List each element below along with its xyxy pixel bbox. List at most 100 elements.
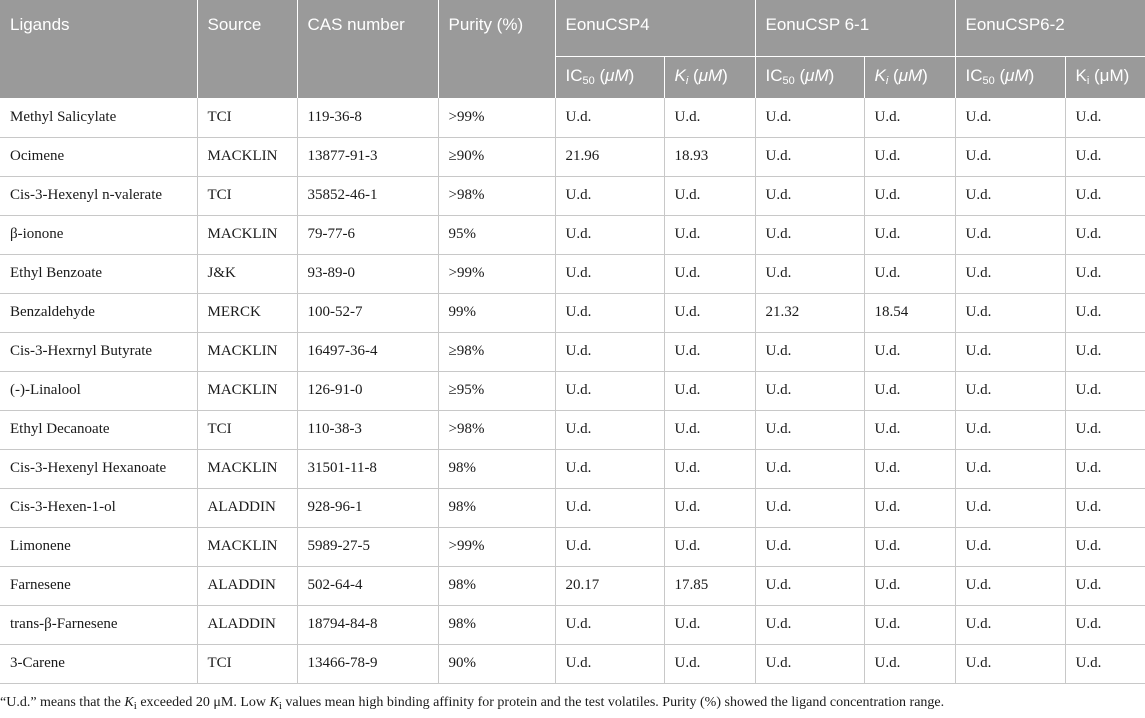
table-row: Farnesene ALADDIN 502-64-4 98% 20.17 17.85 U.d… xyxy=(0,566,1145,606)
unit-open: ( xyxy=(794,65,806,85)
unit-mu: μM xyxy=(805,65,829,85)
cell-value: U.d. xyxy=(664,449,756,489)
table-row: 3-Carene TCI 13466-78-9 90% U.d. U.d. U.d. U.d.… xyxy=(0,644,1145,684)
cell-value: U.d. xyxy=(664,371,756,411)
cell-value: U.d. xyxy=(755,332,865,372)
cell-purity: 95% xyxy=(438,215,556,255)
cell-value: 21.32 xyxy=(755,293,865,333)
cell-source: MACKLIN xyxy=(197,371,298,411)
cell-value: U.d. xyxy=(1065,488,1145,528)
cell-ligand: Cis-3-Hexrnyl Butyrate xyxy=(0,332,198,372)
ki-letter: K xyxy=(1075,65,1087,85)
cell-value: U.d. xyxy=(1065,566,1145,606)
cell-value: U.d. xyxy=(555,644,665,684)
cell-value: U.d. xyxy=(1065,449,1145,489)
unit-open: ( xyxy=(688,65,699,85)
cell-value: U.d. xyxy=(664,605,756,645)
cell-value: U.d. xyxy=(864,254,956,294)
cell-value: U.d. xyxy=(755,98,865,138)
ligand-binding-table: Ligands Source CAS number Purity (%) Eon… xyxy=(0,0,1145,684)
cell-value: U.d. xyxy=(955,566,1066,606)
cell-source: MACKLIN xyxy=(197,215,298,255)
cell-source: TCI xyxy=(197,176,298,216)
cell-cas: 93-89-0 xyxy=(297,254,439,294)
cell-value: U.d. xyxy=(555,293,665,333)
cell-source: ALADDIN xyxy=(197,488,298,528)
cell-source: MACKLIN xyxy=(197,527,298,567)
cell-ligand: Cis-3-Hexenyl Hexanoate xyxy=(0,449,198,489)
col-header-ki: Ki (μM) xyxy=(864,55,956,98)
cell-source: TCI xyxy=(197,98,298,138)
cell-cas: 928-96-1 xyxy=(297,488,439,528)
ic-subscript: 50 xyxy=(982,74,995,87)
cell-purity: 90% xyxy=(438,644,556,684)
cell-value: 21.96 xyxy=(555,137,665,177)
ki-subscript: i xyxy=(885,74,889,87)
cell-ligand: 3-Carene xyxy=(0,644,198,684)
cell-value: U.d. xyxy=(755,605,865,645)
cell-value: U.d. xyxy=(1065,254,1145,294)
table-row: Cis-3-Hexrnyl Butyrate MACKLIN 16497-36-4 ≥… xyxy=(0,332,1145,372)
cell-value: U.d. xyxy=(864,644,956,684)
cell-value: U.d. xyxy=(664,644,756,684)
cell-value: 17.85 xyxy=(664,566,756,606)
cell-value: U.d. xyxy=(955,98,1066,138)
cell-cas: 79-77-6 xyxy=(297,215,439,255)
cell-value: U.d. xyxy=(864,527,956,567)
cell-source: J&K xyxy=(197,254,298,294)
cell-value: U.d. xyxy=(555,410,665,450)
cell-value: U.d. xyxy=(555,527,665,567)
col-header-ic50: IC50 (μM) xyxy=(555,55,665,98)
cell-value: U.d. xyxy=(1065,137,1145,177)
table-row: (-)-Linalool MACKLIN 126-91-0 ≥95% U.d. U.d. U… xyxy=(0,371,1145,411)
cell-value: U.d. xyxy=(955,488,1066,528)
cell-cas: 5989-27-5 xyxy=(297,527,439,567)
cell-value: U.d. xyxy=(664,332,756,372)
cell-value: U.d. xyxy=(755,215,865,255)
unit-mu: μM xyxy=(605,65,629,85)
cell-value: U.d. xyxy=(755,449,865,489)
cell-purity: 99% xyxy=(438,293,556,333)
footnote-text-1: “U.d.” means that the xyxy=(0,695,125,710)
cell-value: U.d. xyxy=(1065,410,1145,450)
cell-value: U.d. xyxy=(1065,605,1145,645)
cell-value: U.d. xyxy=(555,449,665,489)
cell-value: U.d. xyxy=(1065,176,1145,216)
cell-value: U.d. xyxy=(755,254,865,294)
cell-source: ALADDIN xyxy=(197,566,298,606)
cell-value: 18.93 xyxy=(664,137,756,177)
cell-ligand: (-)-Linalool xyxy=(0,371,198,411)
cell-value: U.d. xyxy=(955,371,1066,411)
cell-ligand: β-ionone xyxy=(0,215,198,255)
header-row-groups: Ligands Source CAS number Purity (%) Eon… xyxy=(0,0,1145,98)
cell-value: U.d. xyxy=(864,332,956,372)
unit-close: ) xyxy=(828,65,835,85)
cell-cas: 126-91-0 xyxy=(297,371,439,411)
cell-purity: ≥90% xyxy=(438,137,556,177)
ic-subscript: 50 xyxy=(782,74,795,87)
cell-value: U.d. xyxy=(755,137,865,177)
ki-subscript: i xyxy=(685,74,689,87)
cell-source: MACKLIN xyxy=(197,449,298,489)
ki-unit: (μM) xyxy=(1089,65,1130,85)
cell-purity: >98% xyxy=(438,176,556,216)
cell-cas: 13877-91-3 xyxy=(297,137,439,177)
cell-value: U.d. xyxy=(864,449,956,489)
cell-value: U.d. xyxy=(864,98,956,138)
cell-value: U.d. xyxy=(955,137,1066,177)
cell-ligand: trans-β-Farnesene xyxy=(0,605,198,645)
cell-value: U.d. xyxy=(555,332,665,372)
cell-purity: >99% xyxy=(438,527,556,567)
ki-letter: K xyxy=(874,65,886,85)
ki-letter: K xyxy=(674,65,686,85)
cell-cas: 13466-78-9 xyxy=(297,644,439,684)
unit-mu: μM xyxy=(898,65,923,85)
cell-purity: 98% xyxy=(438,488,556,528)
cell-value: U.d. xyxy=(755,410,865,450)
cell-ligand: Cis-3-Hexenyl n-valerate xyxy=(0,176,198,216)
col-header-ic50: IC50 (μM) xyxy=(755,55,865,98)
cell-value: U.d. xyxy=(755,527,865,567)
ic-subscript: 50 xyxy=(582,74,595,87)
cell-source: ALADDIN xyxy=(197,605,298,645)
cell-source: MERCK xyxy=(197,293,298,333)
